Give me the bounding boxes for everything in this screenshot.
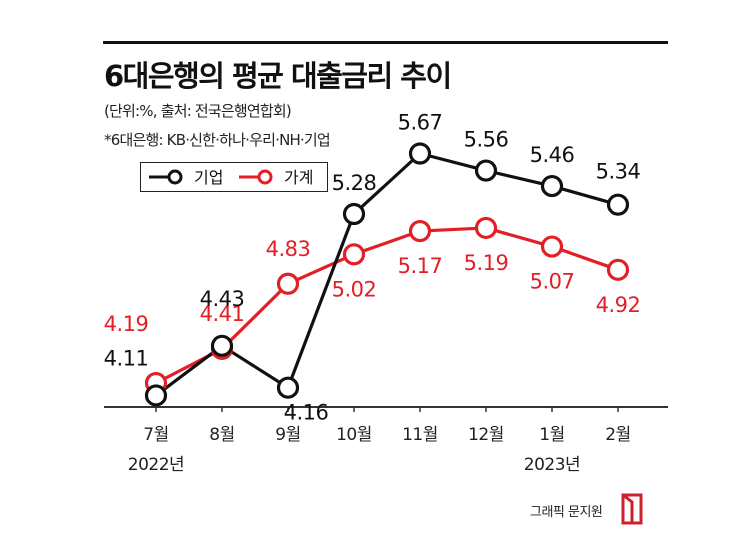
x-tick-label: 10월 (336, 425, 372, 445)
legend-label-corporate: 기업 (194, 168, 223, 187)
x-tick-label: 2월 (605, 425, 630, 445)
publisher-logo-icon (621, 493, 643, 525)
legend-item-household: 가계 (239, 168, 313, 187)
data-point-household (540, 235, 564, 258)
data-point-household (474, 216, 498, 240)
chart-title: 6대은행의 평균 대출금리 추이 (104, 59, 452, 93)
data-label-corporate: 4.16 (284, 401, 329, 425)
legend-graphics: 기업 가계 (149, 168, 313, 187)
data-point-corporate (276, 376, 300, 399)
data-label-corporate: 4.11 (104, 346, 149, 370)
data-point-corporate (210, 334, 234, 357)
chart-note: *6대은행: KB·신한·하나·우리·NH·기업 (104, 131, 331, 149)
data-point-corporate (408, 142, 432, 165)
x-tick-label: 1월 (539, 425, 564, 445)
legend-marker-corporate (167, 169, 183, 185)
data-point-household (342, 243, 366, 266)
data-label-household: 5.17 (398, 254, 443, 278)
data-point-corporate (540, 174, 564, 198)
data-label-corporate: 5.56 (464, 128, 509, 152)
series-line-corporate (155, 151, 619, 397)
legend-marker-household (257, 169, 273, 185)
data-point-corporate (606, 193, 630, 216)
data-point-corporate (342, 202, 366, 226)
x-tick-label: 7월 (143, 425, 168, 445)
data-label-corporate: 4.43 (200, 287, 245, 311)
credit: 그래픽 문지원 (530, 505, 603, 520)
series-line-household (155, 226, 619, 385)
data-label-corporate: 5.28 (332, 171, 377, 195)
x-tick-label: 12월 (468, 425, 504, 445)
data-label-corporate: 5.67 (398, 110, 443, 134)
legend-label-household: 가계 (284, 168, 313, 187)
data-label-household: 4.19 (104, 312, 149, 336)
data-label-household: 5.19 (464, 251, 509, 275)
data-point-household (606, 258, 630, 281)
data-label-corporate: 5.34 (596, 160, 641, 184)
data-point-corporate (474, 159, 498, 182)
chart-subtitle: (단위:%, 출처: 전국은행연합회) (104, 102, 292, 120)
data-label-corporate: 5.46 (530, 143, 575, 167)
legend: 기업 가계 (140, 162, 328, 192)
year-label: 2023년 (524, 455, 580, 475)
data-label-household: 4.41 (200, 302, 245, 326)
x-tick-label: 11월 (402, 425, 438, 445)
x-tick-label: 8월 (209, 425, 234, 445)
legend-item-corporate: 기업 (149, 168, 223, 187)
data-label-household: 4.92 (596, 293, 641, 317)
data-label-household: 4.83 (266, 237, 311, 261)
data-point-household (408, 219, 432, 243)
data-point-household (276, 272, 300, 295)
year-label: 2022년 (128, 455, 184, 475)
data-label-household: 5.07 (530, 270, 575, 294)
x-tick-label: 9월 (275, 425, 300, 445)
data-point-corporate (144, 384, 168, 407)
data-label-household: 5.02 (332, 277, 377, 301)
top-rule (103, 41, 668, 44)
